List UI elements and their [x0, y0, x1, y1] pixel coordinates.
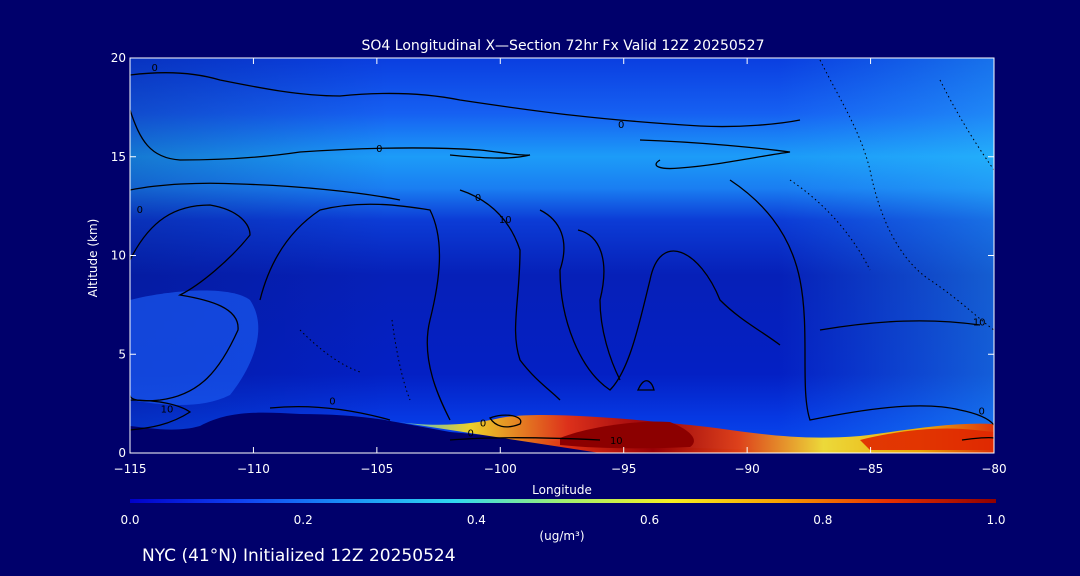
contour-label: 0	[376, 144, 382, 155]
contour-line	[449, 437, 601, 441]
y-tick-label: 15	[111, 150, 126, 164]
dotted-contours	[299, 59, 994, 401]
contour-line	[729, 179, 994, 426]
x-tick-label: −115	[114, 462, 147, 476]
footer-location: NYC (41°N) Initialized 12Z 20250524	[142, 546, 456, 566]
colorbar-tick-label: 0.4	[467, 513, 486, 527]
contour-label: 10	[610, 436, 623, 447]
contour-label: 0	[137, 205, 143, 216]
y-axis-label: Altitude (km)	[86, 219, 100, 298]
dotted-contour	[299, 329, 361, 373]
contour-label: 0	[151, 63, 157, 74]
colorbar-label: (ug/m³)	[539, 529, 584, 543]
contour-label: 0	[618, 120, 624, 131]
contour-line	[819, 320, 981, 331]
contour-line	[130, 399, 192, 431]
field-west-lowlevel	[130, 290, 259, 405]
chart-title: SO4 Longitudinal X—Section 72hr Fx Valid…	[362, 38, 765, 54]
dotted-contour	[819, 59, 994, 331]
contour-label: 0	[475, 193, 481, 204]
field-shading	[130, 58, 994, 453]
contour-label: 10	[161, 405, 174, 416]
x-axis-label: Longitude	[532, 483, 592, 497]
y-tick-label: 10	[111, 249, 126, 263]
contour-line	[269, 405, 391, 421]
contour-line	[636, 380, 655, 391]
contour-label: 0	[329, 397, 335, 408]
contour-line	[459, 189, 561, 401]
contour-line	[130, 72, 801, 128]
contour-label: 10	[499, 215, 512, 226]
y-tick-label: 0	[118, 446, 126, 460]
contour-line	[130, 182, 401, 201]
contour-label: 0	[480, 418, 486, 429]
x-tick-label: −95	[611, 462, 636, 476]
contour-line	[259, 203, 451, 421]
contours	[130, 72, 994, 441]
colorbar-tick-label: 0.8	[813, 513, 832, 527]
contour-line	[130, 109, 531, 161]
y-axis: 0 5 10 15 20	[111, 51, 994, 460]
contour-label: 0	[467, 428, 473, 439]
terrain	[130, 412, 994, 453]
contour-line	[577, 229, 621, 381]
y-tick-label: 5	[118, 347, 126, 361]
x-axis: −115 −110 −105 −100 −95 −90 −85 −80	[114, 58, 1007, 476]
y-tick-label: 20	[111, 51, 126, 65]
contour-line	[961, 436, 994, 441]
x-tick-label: −80	[981, 462, 1006, 476]
dotted-contour	[391, 319, 411, 401]
x-tick-label: −110	[237, 462, 270, 476]
contour-label: 0	[978, 407, 984, 418]
colorbar	[130, 499, 996, 503]
contour-label: 10	[973, 318, 986, 329]
colorbar-tick-label: 1.0	[986, 513, 1005, 527]
colorbar-tick-label: 0.0	[120, 513, 139, 527]
x-tick-label: −100	[484, 462, 517, 476]
colorbar-tick-label: 0.2	[294, 513, 313, 527]
plume-core	[560, 421, 694, 449]
contour-line	[639, 139, 791, 170]
dotted-contour	[939, 79, 994, 171]
contour-line	[130, 204, 251, 402]
x-tick-label: −90	[734, 462, 759, 476]
plume-east	[860, 428, 994, 450]
contour-line	[489, 414, 522, 428]
contour-line	[539, 209, 781, 391]
colorbar-tick-label: 0.6	[640, 513, 659, 527]
x-tick-label: −85	[858, 462, 883, 476]
colorbar-ticks: 0.0 0.2 0.4 0.6 0.8 1.0	[120, 513, 1005, 527]
x-tick-label: −105	[360, 462, 393, 476]
